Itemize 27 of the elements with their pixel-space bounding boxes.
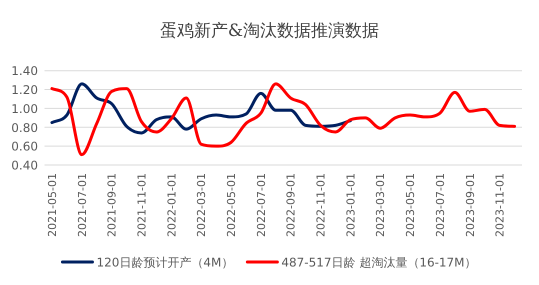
- x-tick-label: 2023-03-01: [374, 173, 388, 237]
- y-tick-label: 0.80: [11, 120, 38, 135]
- y-tick-label: 1.20: [11, 83, 38, 98]
- x-tick-label: 2021-11-01: [135, 173, 148, 237]
- x-tick-label: 2022-03-01: [195, 173, 208, 237]
- x-tick-label: 2023-01-01: [344, 173, 358, 237]
- x-tick-label: 2022-05-01: [225, 173, 238, 237]
- x-tick-label: 2023-07-01: [434, 173, 447, 237]
- line-series: [50, 82, 352, 134]
- x-tick-label: 2023-11-01: [494, 173, 507, 237]
- x-tick-label: 2023-05-01: [404, 173, 418, 237]
- y-tick-label: 1.40: [11, 64, 38, 78]
- x-tick-label: 2023-09-01: [464, 173, 477, 237]
- legend-label: 120日龄预计开产（4M）: [96, 256, 234, 270]
- chart-title: 蛋鸡新产&淘汰数据推演数据: [160, 21, 380, 41]
- x-tick-label: 2021-09-01: [106, 173, 119, 237]
- x-tick-label: 2021-07-01: [76, 173, 89, 237]
- x-tick-label: 2022-01-01: [165, 173, 178, 237]
- legend-label: 487-517日龄 超淘汰量（16-17M）: [281, 256, 477, 270]
- x-tick-label: 2022-09-01: [284, 173, 298, 237]
- y-tick-label: 0.60: [11, 140, 38, 154]
- y-tick-label: 0.40: [11, 158, 38, 172]
- x-tick-label: 2022-07-01: [254, 173, 268, 237]
- y-tick-label: 1.00: [11, 102, 38, 116]
- line-series: [50, 82, 516, 156]
- x-tick-label: 2022-11-01: [314, 173, 328, 237]
- x-tick-label: 2021-05-01: [46, 173, 59, 237]
